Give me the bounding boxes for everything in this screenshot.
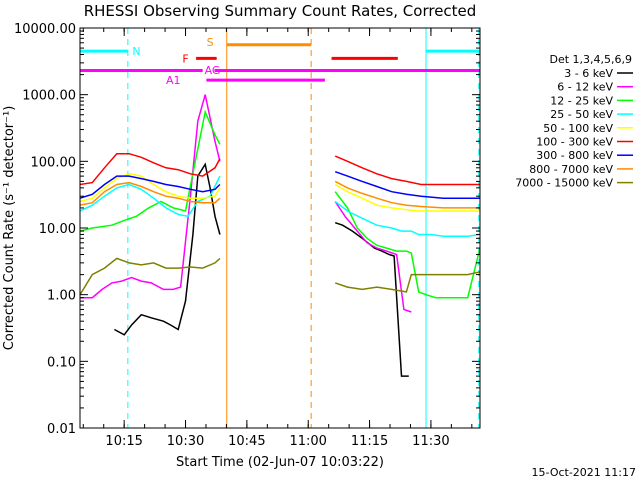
x-tick-label: 11:15 xyxy=(351,434,388,449)
y-tick-label: 1000.00 xyxy=(22,89,76,104)
series-line xyxy=(80,175,221,199)
legend-entry-label: 12 - 25 keV xyxy=(550,94,613,107)
flag-label-f: F xyxy=(182,52,188,65)
mode-change-lines xyxy=(80,28,480,428)
series-3 xyxy=(80,109,480,299)
series-group xyxy=(80,94,480,377)
series-line xyxy=(334,170,480,199)
y-axis-label: Corrected Count Rate (s⁻¹ detector⁻¹) xyxy=(2,106,17,351)
x-tick-label: 11:30 xyxy=(412,434,449,449)
series-line xyxy=(334,183,480,212)
series-line xyxy=(334,201,412,313)
series-line xyxy=(334,271,480,293)
x-axis-ticks: 10:15 10:30 10:45 11:00 11:15 11:30 xyxy=(82,28,473,449)
legend-entry-label: 50 - 100 keV xyxy=(543,122,613,135)
series-line xyxy=(80,173,221,203)
flag-label-a1: A1 xyxy=(166,74,181,87)
series-5 xyxy=(80,173,480,212)
chart-title: RHESSI Observing Summary Count Rates, Co… xyxy=(84,2,477,20)
legend-entry-label: 6 - 12 keV xyxy=(557,81,613,94)
legend-entry-label: 300 - 800 keV xyxy=(536,149,613,162)
series-line xyxy=(334,200,480,238)
series-line xyxy=(334,191,480,299)
y-tick-label: 100.00 xyxy=(31,155,77,170)
series-line xyxy=(334,155,480,186)
series-6 xyxy=(80,152,480,186)
series-line xyxy=(334,180,480,209)
series-line xyxy=(80,109,221,232)
x-axis-label: Start Time (02-Jun-07 10:03:22) xyxy=(176,455,384,470)
y-tick-label: 1.00 xyxy=(47,289,76,304)
y-tick-label: 0.01 xyxy=(47,422,76,437)
series-1 xyxy=(114,162,409,377)
legend-entry-label: 3 - 6 keV xyxy=(564,67,613,80)
timestamp-label: 15-Oct-2021 11:17 xyxy=(532,466,636,479)
legend-entry-label: 7000 - 15000 keV xyxy=(515,177,613,190)
plot-frame xyxy=(79,27,481,429)
flag-label-n: N xyxy=(132,45,140,58)
legend-title: Det 1,3,4,5,6,9 xyxy=(549,53,632,66)
legend-entry-label: 25 - 50 keV xyxy=(550,108,613,121)
x-tick-label: 10:45 xyxy=(228,434,265,449)
series-line xyxy=(334,221,409,377)
flag-label-s: S xyxy=(207,36,214,49)
series-7 xyxy=(80,170,480,199)
y-axis-ticks: 10000.00 1000.00 100.00 10.00 1.00 0.10 0.01 xyxy=(14,22,480,437)
series-line xyxy=(114,162,221,336)
x-tick-label: 10:30 xyxy=(167,434,204,449)
series-line xyxy=(80,152,221,186)
y-tick-label: 10000.00 xyxy=(14,22,76,37)
x-tick-label: 10:15 xyxy=(105,434,142,449)
series-9 xyxy=(80,257,480,296)
series-2 xyxy=(80,94,412,313)
series-line xyxy=(80,94,221,299)
flag-label-ag: AG xyxy=(205,64,221,77)
flag-bars xyxy=(80,43,480,82)
y-tick-label: 0.10 xyxy=(47,355,76,370)
series-line xyxy=(80,257,221,296)
series-line xyxy=(80,181,221,206)
legend-entry-label: 100 - 300 keV xyxy=(536,136,613,149)
legend-entry-label: 800 - 7000 keV xyxy=(529,163,613,176)
y-tick-label: 10.00 xyxy=(39,222,76,237)
x-tick-label: 11:00 xyxy=(289,434,326,449)
series-8 xyxy=(80,180,480,209)
